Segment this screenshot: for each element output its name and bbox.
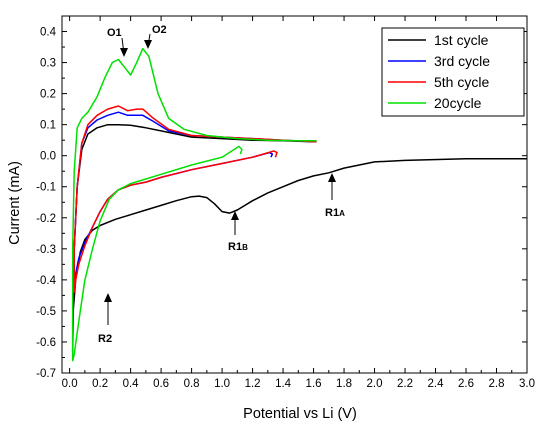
x-axis-label: Potential vs Li (V) xyxy=(243,406,357,422)
x-tick-label: 3.0 xyxy=(519,378,535,390)
legend-entry: 1st cycle xyxy=(434,32,489,48)
x-tick-label: 2.2 xyxy=(397,378,413,390)
y-tick-label: 0.0 xyxy=(40,151,56,163)
annotation-r2-label: R2 xyxy=(98,333,112,345)
y-tick-label: -0.7 xyxy=(36,368,56,380)
x-tick-label: 2.0 xyxy=(367,378,383,390)
legend: 1st cycle 3rd cycle 5th cycle 20cycle xyxy=(381,27,525,117)
y-tick-label: -0.2 xyxy=(36,213,56,225)
x-tick-label: 0.0 xyxy=(62,378,78,390)
y-tick-label: 0.3 xyxy=(40,58,56,70)
x-tick-label: 0.6 xyxy=(153,378,169,390)
plot-area: 0.0 0.2 0.4 0.6 0.8 1.0 1.2 1.4 1.6 1.8 2.0 2.2 2.4 2… xyxy=(36,15,535,390)
y-tick-label: 0.2 xyxy=(40,89,56,101)
y-tick-label: 0.4 xyxy=(40,27,57,39)
y-tick-label: -0.5 xyxy=(36,306,56,318)
y-tick-label: -0.6 xyxy=(36,337,56,349)
x-tick-label: 1.4 xyxy=(275,378,292,390)
series-layer xyxy=(71,47,527,362)
x-tick-label: 1.2 xyxy=(245,378,261,390)
annotation-layer: O1 O2 R1A R1B R2 xyxy=(98,24,345,345)
x-tick-label: 2.6 xyxy=(458,378,474,390)
x-tick-label: 0.4 xyxy=(123,378,140,390)
series-line-3 xyxy=(73,105,317,294)
legend-entry: 5th cycle xyxy=(434,74,489,90)
annotation-o1: O1 xyxy=(107,27,128,57)
annotation-r1a-arrowhead xyxy=(328,173,336,182)
annotation-r1b-label: R1B xyxy=(228,241,248,253)
plot-frame xyxy=(61,15,528,374)
annotation-r1a: R1A xyxy=(325,173,345,219)
x-tick-label: 2.8 xyxy=(489,378,505,390)
annotation-r1b-arrowhead xyxy=(231,211,239,220)
y-axis-label: Current (mA) xyxy=(7,161,23,245)
legend-entry: 3rd cycle xyxy=(434,53,490,69)
series-line-4 xyxy=(71,47,317,362)
legend-box xyxy=(381,27,525,117)
annotation-o2-label: O2 xyxy=(152,24,167,36)
x-tick-label: 1.0 xyxy=(214,378,230,390)
series-line-2 xyxy=(73,111,317,287)
annotation-o1-label: O1 xyxy=(107,27,122,39)
annotation-o2-arrowhead xyxy=(144,40,152,49)
x-tick-label: 0.8 xyxy=(184,378,200,390)
y-tick-label: -0.4 xyxy=(36,275,56,287)
x-tick-label: 0.2 xyxy=(92,378,108,390)
annotation-o2: O2 xyxy=(144,24,167,49)
annotation-r2-arrowhead xyxy=(104,293,112,302)
annotation-o1-arrowhead xyxy=(120,48,128,57)
y-tick-label: -0.1 xyxy=(36,182,56,194)
annotation-r1b: R1B xyxy=(228,211,248,253)
annotation-r1a-label: R1A xyxy=(325,207,345,219)
legend-entry: 20cycle xyxy=(434,95,482,111)
y-tick-label: -0.3 xyxy=(36,244,56,256)
x-tick-label: 1.8 xyxy=(336,378,352,390)
annotation-r2: R2 xyxy=(98,293,112,345)
y-tick-label: 0.1 xyxy=(40,120,56,132)
series-line-1 xyxy=(71,123,527,353)
x-tick-label: 2.4 xyxy=(428,378,445,390)
x-tick-label: 1.6 xyxy=(306,378,322,390)
